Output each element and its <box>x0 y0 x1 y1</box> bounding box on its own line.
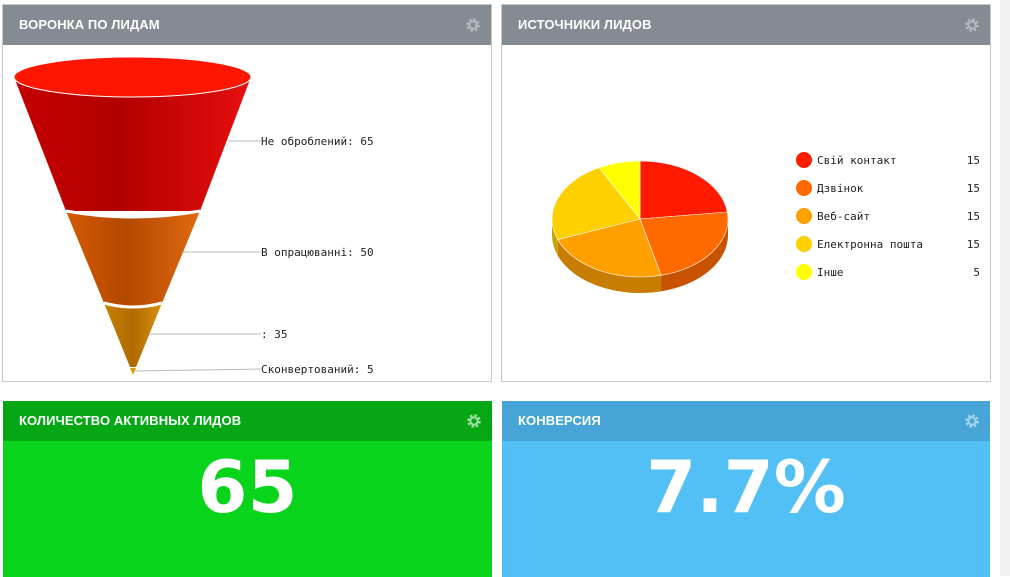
gear-icon[interactable] <box>964 17 980 33</box>
sources-panel-header: ИСТОЧНИКИ ЛИДОВ <box>502 5 990 45</box>
funnel-label-3: : 35 <box>261 328 288 341</box>
legend-marker-3 <box>796 208 812 224</box>
scrollbar-track[interactable] <box>1000 0 1010 576</box>
conversion-panel-title: КОНВЕРСИЯ <box>518 413 601 428</box>
legend-label-5: Інше <box>817 266 844 279</box>
funnel-label-2: В опрацюванні: 50 <box>261 246 374 259</box>
pie-slice-1[interactable] <box>639 160 728 220</box>
pie-slice-side-4 <box>552 219 558 256</box>
gear-icon[interactable] <box>964 413 980 429</box>
pie-slice-2[interactable] <box>639 211 729 276</box>
funnel-panel: ВОРОНКА ПО ЛИДАМ <box>2 4 492 382</box>
legend-label-1: Свій контакт <box>817 154 896 167</box>
pie-slice-4[interactable] <box>551 167 641 240</box>
funnel-panel-title: ВОРОНКА ПО ЛИДАМ <box>19 17 160 32</box>
funnel-label-1: Не оброблений: 65 <box>261 135 374 148</box>
legend-value-4: 15 <box>967 238 980 251</box>
funnel-connector-4 <box>133 368 262 372</box>
funnel-separator-2 <box>103 301 163 309</box>
active-leads-value: 65 <box>197 445 298 529</box>
conversion-panel-header: КОНВЕРСИЯ <box>502 401 990 441</box>
funnel-stage-1[interactable] <box>14 77 251 211</box>
pie-slice-side-3 <box>557 239 662 293</box>
funnel-top-ellipse <box>13 56 252 98</box>
pie-slice-5[interactable] <box>598 160 641 220</box>
sources-panel: ИСТОЧНИКИ ЛИДОВ Свій контакт 15 Дзвінок … <box>501 4 991 382</box>
funnel-separator-1 <box>65 209 201 219</box>
legend-value-3: 15 <box>967 210 980 223</box>
legend-label-4: Електронна пошта <box>817 238 923 251</box>
pie-slice-side-2 <box>661 219 728 292</box>
conversion-panel: КОНВЕРСИЯ 7.7% <box>502 401 990 577</box>
legend-label-2: Дзвінок <box>817 182 864 195</box>
legend-marker-4 <box>796 236 812 252</box>
legend-item-4[interactable]: Електронна пошта 15 <box>796 236 980 252</box>
legend-value-5: 5 <box>973 266 980 279</box>
legend-marker-2 <box>796 180 812 196</box>
active-leads-panel-header: КОЛИЧЕСТВО АКТИВНЫХ ЛИДОВ <box>3 401 492 441</box>
funnel-stage-3[interactable] <box>104 303 162 367</box>
gear-icon[interactable] <box>465 17 481 33</box>
active-leads-panel: КОЛИЧЕСТВО АКТИВНЫХ ЛИДОВ 65 <box>3 401 492 577</box>
legend-marker-1 <box>796 152 812 168</box>
gear-icon[interactable] <box>466 413 482 429</box>
sources-panel-title: ИСТОЧНИКИ ЛИДОВ <box>518 17 652 32</box>
legend-item-1[interactable]: Свій контакт 15 <box>796 152 980 168</box>
conversion-value: 7.7% <box>646 445 846 529</box>
legend-marker-5 <box>796 264 812 280</box>
funnel-chart: Не оброблений: 65 В опрацюванні: 50 : 35… <box>13 56 374 376</box>
funnel-panel-header: ВОРОНКА ПО ЛИДАМ <box>3 5 491 45</box>
active-leads-panel-title: КОЛИЧЕСТВО АКТИВНЫХ ЛИДОВ <box>19 413 242 428</box>
legend-item-3[interactable]: Веб-сайт 15 <box>796 208 980 224</box>
legend-item-2[interactable]: Дзвінок 15 <box>796 180 980 196</box>
pie-slice-3[interactable] <box>557 218 662 278</box>
legend-item-5[interactable]: Інше 5 <box>796 264 980 280</box>
sources-pie-chart <box>551 160 729 293</box>
sources-legend: Свій контакт 15 Дзвінок 15 Веб-сайт 15 Е… <box>796 152 980 280</box>
legend-value-2: 15 <box>967 182 980 195</box>
funnel-stage-2[interactable] <box>66 211 200 307</box>
legend-value-1: 15 <box>967 154 980 167</box>
funnel-stage-4[interactable] <box>130 368 136 375</box>
legend-label-3: Веб-сайт <box>817 210 870 223</box>
funnel-label-4: Сконвертований: 5 <box>261 363 374 376</box>
